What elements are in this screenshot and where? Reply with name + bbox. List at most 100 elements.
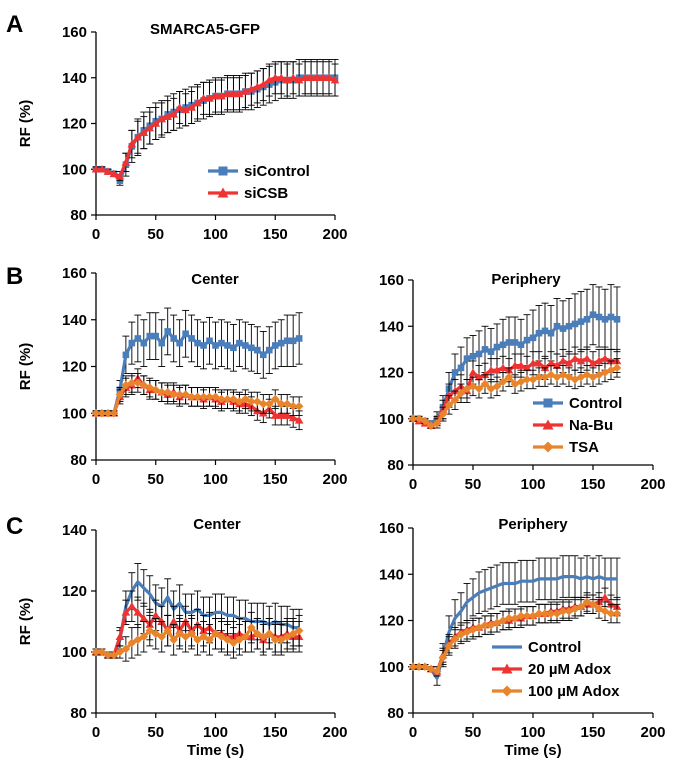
data-point <box>576 372 586 382</box>
data-point <box>115 647 125 657</box>
data-point <box>270 73 280 82</box>
data-point <box>270 411 280 419</box>
data-point <box>145 123 155 132</box>
data-point <box>546 358 556 367</box>
legend-swatch-marker <box>501 663 513 674</box>
data-point <box>109 408 119 418</box>
data-point <box>193 98 202 107</box>
legend-label: siCSB <box>244 185 288 202</box>
series-100-m-adox <box>91 611 304 662</box>
data-point <box>450 395 460 405</box>
data-point <box>223 635 232 645</box>
data-point <box>510 361 520 369</box>
data-point <box>205 94 214 102</box>
data-point <box>253 629 262 638</box>
data-point <box>438 409 448 419</box>
chart-title: Periphery <box>491 271 561 288</box>
data-point <box>241 632 250 642</box>
data-point <box>276 399 286 409</box>
data-point <box>133 635 143 645</box>
data-point <box>528 358 538 367</box>
legend-item: Control <box>492 639 581 656</box>
data-point <box>577 318 585 325</box>
data-point <box>606 356 616 365</box>
data-point <box>451 369 459 376</box>
data-point <box>600 593 610 601</box>
y-tick-label: 160 <box>62 265 87 282</box>
data-point <box>420 416 430 426</box>
data-point <box>103 167 113 175</box>
data-point <box>522 611 532 621</box>
data-point <box>306 73 316 82</box>
data-point <box>163 112 172 120</box>
data-point <box>432 419 442 428</box>
data-point <box>264 629 274 638</box>
data-point <box>253 82 262 91</box>
data-point <box>570 604 580 614</box>
legend-label: siControl <box>244 163 310 180</box>
legend-item: TSA <box>533 439 599 456</box>
data-point <box>259 80 268 88</box>
data-point <box>474 372 484 381</box>
data-point <box>212 342 219 349</box>
data-point <box>175 390 184 399</box>
x-tick-label: 200 <box>640 476 665 493</box>
data-point <box>468 368 478 376</box>
legend: siControl siCSB <box>208 163 310 202</box>
data-point <box>139 632 149 642</box>
data-point <box>450 386 460 395</box>
data-point <box>187 629 196 638</box>
data-point <box>199 392 208 402</box>
data-point <box>576 356 586 365</box>
data-point <box>492 365 502 374</box>
data-point <box>91 647 101 657</box>
data-point <box>121 158 131 166</box>
data-point <box>606 609 616 618</box>
chart-b-center: 80 100 120 140 160 0 50 100 150 200 Center RF (%) <box>17 265 348 488</box>
data-point <box>176 339 183 347</box>
data-point <box>115 171 125 180</box>
data-point <box>288 629 298 638</box>
data-point <box>480 379 490 389</box>
x-tick-label: 0 <box>92 226 100 243</box>
y-tick-label: 120 <box>62 359 87 376</box>
x-tick-label: 50 <box>147 724 164 741</box>
y-axis-label: RF (%) <box>17 100 34 148</box>
data-point <box>523 336 531 344</box>
data-point <box>97 164 107 173</box>
data-point <box>546 370 556 380</box>
chart-title: Center <box>191 271 239 288</box>
chart-b-periphery: 80 100 120 140 160 0 50 100 150 200 Periphery Contr… <box>379 271 666 493</box>
data-point <box>224 342 231 349</box>
data-point <box>283 337 291 345</box>
x-tick-label: 100 <box>203 471 228 488</box>
data-point <box>492 618 502 628</box>
data-point <box>103 650 113 660</box>
panel-letter-c: C <box>6 513 23 540</box>
data-point <box>230 344 237 352</box>
x-tick-label: 150 <box>580 724 605 741</box>
data-point <box>294 415 304 424</box>
data-point <box>540 363 550 372</box>
data-point <box>547 329 555 337</box>
data-point <box>450 634 460 644</box>
data-point <box>493 343 501 351</box>
data-point <box>564 358 574 367</box>
legend-swatch-marker <box>542 419 554 430</box>
data-point <box>169 635 178 645</box>
y-tick-label: 100 <box>62 644 87 661</box>
data-point <box>420 662 430 672</box>
data-point <box>91 408 101 418</box>
data-point <box>181 105 190 114</box>
data-point <box>217 394 226 404</box>
data-point <box>558 606 568 616</box>
data-point <box>282 632 292 642</box>
y-tick-label: 80 <box>70 452 87 469</box>
data-point <box>122 351 130 359</box>
data-point <box>182 330 189 338</box>
data-point <box>270 394 280 404</box>
data-point <box>211 629 220 638</box>
y-tick-label: 100 <box>62 405 87 422</box>
data-point <box>109 169 119 178</box>
